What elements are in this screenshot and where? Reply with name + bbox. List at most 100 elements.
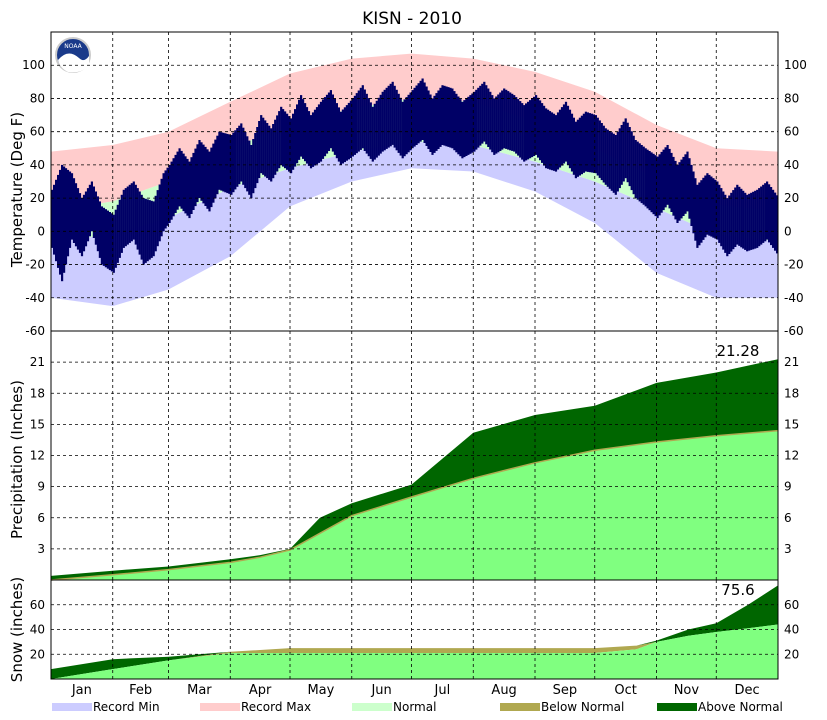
observed-temp-bar (365, 93, 368, 154)
observed-temp-bar (345, 105, 348, 161)
observed-temp-bar (417, 83, 420, 144)
observed-temp-bar (304, 103, 307, 162)
observed-temp-bar (668, 148, 671, 209)
observed-temp-bar (349, 100, 352, 158)
observed-temp-bar (351, 98, 354, 157)
record-max-area (51, 53, 778, 212)
snow-observed-area (51, 624, 778, 679)
observed-temp-bar (654, 155, 657, 217)
precip-tick-left: 3 (37, 542, 45, 556)
observed-temp-bar (457, 96, 460, 155)
observed-temp-bar (535, 95, 538, 155)
observed-temp-bar (270, 128, 273, 182)
observed-temp-bar (433, 95, 436, 153)
observed-temp-bar (238, 125, 241, 185)
precip-tick-left: 18 (30, 386, 45, 400)
observed-temp-bar (266, 123, 269, 179)
observed-temp-bar (704, 175, 707, 238)
observed-temp-bar (292, 113, 295, 170)
observed-temp-bar (284, 111, 287, 169)
month-label: Mar (187, 683, 212, 698)
observed-temp-bar (497, 94, 500, 153)
observed-temp-bar (116, 204, 119, 263)
observed-temp-bar (88, 184, 91, 237)
observed-temp-bar (317, 104, 321, 163)
observed-temp-bar (220, 132, 223, 191)
observed-temp-bar (341, 109, 344, 164)
temp-tick-left: -40 (25, 291, 45, 305)
observed-temp-bar (521, 103, 524, 160)
observed-temp-bar (393, 85, 396, 148)
month-label: Nov (674, 683, 700, 698)
temperature-panel: -60 -60 -40 -40 -20 -20 0 0 20 20 40 40 60 60 80 80 100 1… (8, 31, 807, 338)
observed-temp-bar (252, 139, 255, 194)
observed-temp-bar (254, 133, 257, 189)
precip-normal-area (51, 430, 778, 580)
observed-temp-bar (421, 78, 424, 140)
observed-temp-bar (331, 94, 334, 152)
month-label: Jul (434, 683, 451, 698)
observed-temp-bar (242, 127, 245, 185)
observed-temp-bar (357, 90, 360, 152)
observed-temp-bar (96, 196, 99, 252)
observed-temp-bar (447, 87, 450, 147)
observed-temp-bar (658, 154, 661, 216)
observed-temp-bar (690, 164, 693, 226)
observed-temp-bar (676, 164, 679, 223)
observed-temp-bar (172, 158, 175, 217)
temp-tick-left: 0 (37, 224, 45, 238)
observed-temp-bar (190, 157, 193, 214)
observed-temp-bar (700, 180, 703, 243)
observed-temp-bar (108, 212, 111, 271)
observed-temp-bar (128, 184, 131, 243)
precip-tick-left: 15 (30, 417, 45, 431)
observed-temp-bar (156, 190, 159, 247)
observed-temp-bar (533, 96, 536, 156)
observed-temp-bar (475, 89, 478, 150)
observed-temp-bar (558, 109, 562, 168)
observed-temp-bar (383, 89, 386, 151)
observed-temp-bar (612, 133, 615, 193)
observed-temp-bar (333, 98, 336, 155)
legend-label: Record Max (241, 700, 311, 714)
observed-temp-bar (120, 194, 123, 253)
temp-tick-right: 20 (784, 191, 799, 205)
observed-temp-bar (580, 115, 583, 175)
observed-temp-bar (361, 85, 364, 149)
observed-temp-bar (560, 107, 564, 166)
snow-ylabel: Snow (inches) (8, 577, 26, 682)
snow-tick-right: 20 (784, 647, 799, 661)
observed-temp-bar (377, 97, 380, 156)
observed-temp-bar (672, 156, 675, 216)
observed-temp-bar (664, 147, 667, 208)
observed-temp-bar (162, 173, 165, 232)
observed-temp-bar (98, 201, 101, 258)
observed-temp-bar (610, 132, 613, 191)
observed-temp-bar (734, 187, 737, 247)
observed-temp-bar (130, 183, 133, 242)
observed-temp-bar (184, 156, 187, 214)
observed-temp-bar (150, 200, 153, 258)
svg-text:NOAA: NOAA (64, 43, 82, 50)
snow-total-label: 75.6 (721, 581, 754, 599)
observed-temp-bar (584, 111, 587, 172)
observed-temp-bar (112, 214, 115, 273)
observed-temp-bar (200, 142, 203, 201)
observed-temp-bar (772, 189, 775, 248)
observed-temp-bar (264, 120, 267, 177)
temp-tick-right: 100 (784, 58, 807, 72)
precip-tick-right: 3 (784, 542, 792, 556)
observed-temp-bar (728, 195, 731, 254)
observed-temp-bar (288, 116, 291, 172)
observed-temp-bar (696, 184, 699, 248)
chart-title: KISN - 2010 (362, 9, 462, 29)
observed-temp-bar (634, 140, 637, 199)
observed-temp-bar (325, 94, 329, 154)
observed-temp-bar (146, 199, 149, 262)
observed-temp-bar (329, 90, 332, 149)
month-label: Jun (370, 683, 391, 698)
observed-temp-bar (399, 97, 402, 156)
precip-tick-right: 15 (784, 417, 799, 431)
observed-temp-bar (192, 152, 195, 210)
